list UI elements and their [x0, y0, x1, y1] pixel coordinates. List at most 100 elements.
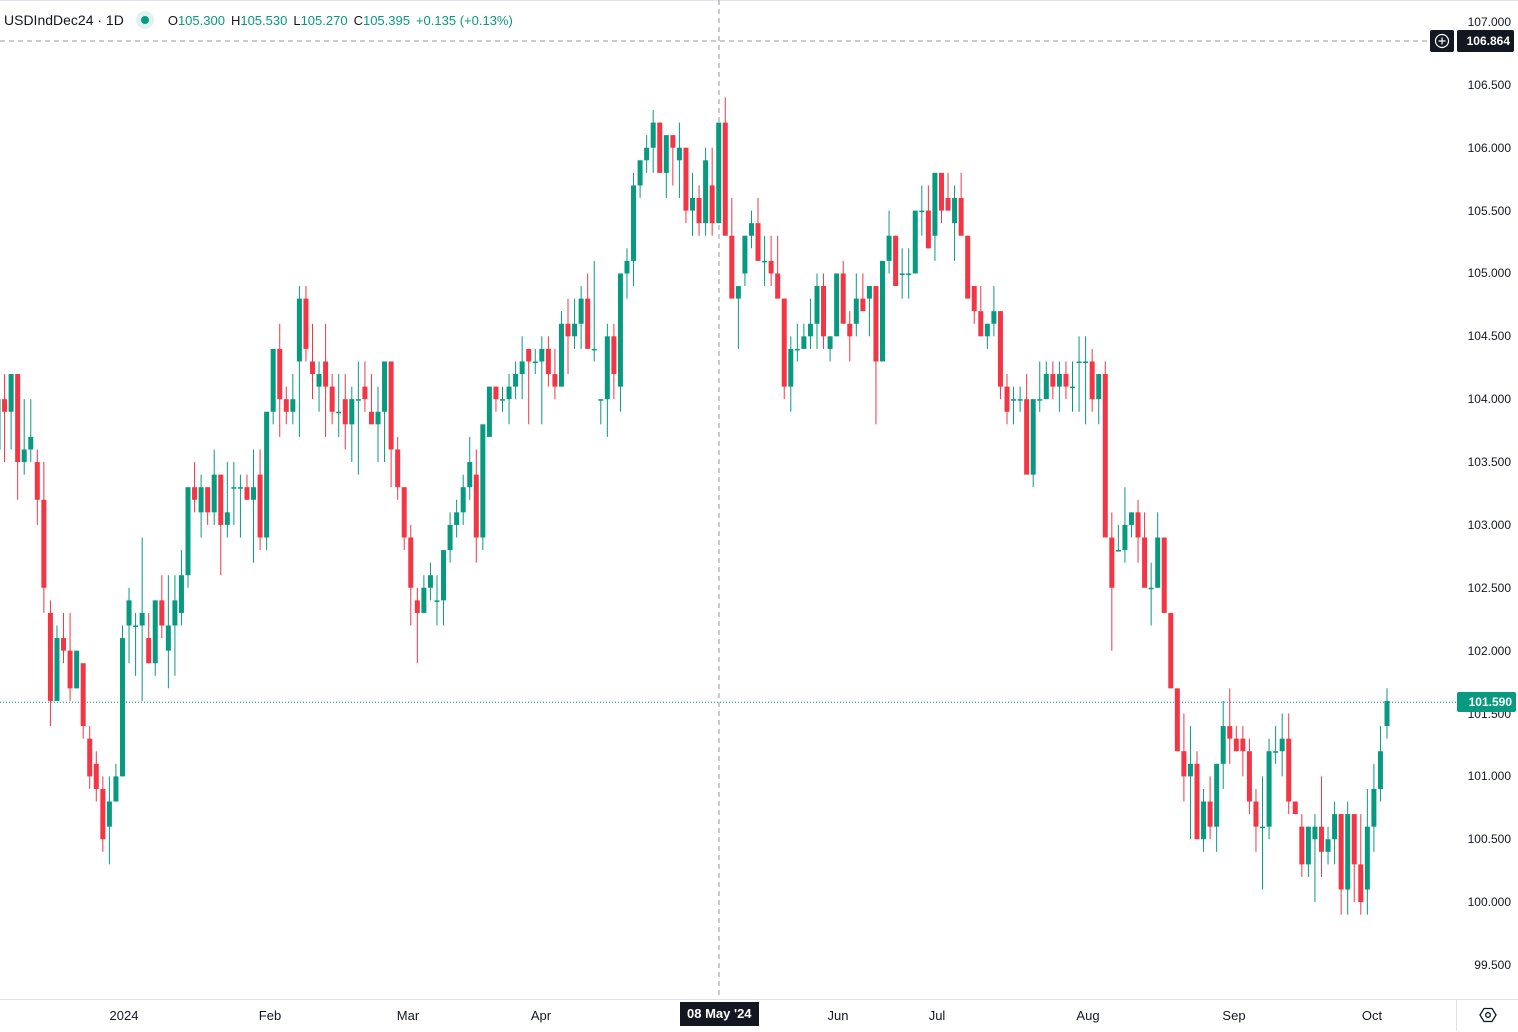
candle: [1011, 386, 1017, 425]
candle: [251, 449, 257, 563]
price-tick: 103.000: [1467, 517, 1511, 532]
symbol-title[interactable]: USDIndDec24 · 1D: [4, 12, 124, 28]
candle: [375, 386, 381, 463]
candle: [1233, 726, 1239, 752]
time-axis[interactable]: 2024 Feb Mar Apr Jun Jul Aug Sep Oct: [0, 999, 1518, 1032]
candle: [1142, 512, 1148, 588]
price-tick: 103.500: [1467, 455, 1511, 470]
candle: [106, 776, 112, 865]
high-label: H: [230, 12, 241, 28]
candle: [742, 235, 748, 287]
candle: [1292, 801, 1298, 815]
low-label: L: [293, 12, 301, 28]
price-tick: 101.000: [1467, 769, 1511, 784]
candle: [427, 562, 433, 601]
candle: [539, 336, 545, 425]
candle: [486, 386, 492, 437]
candle: [1351, 814, 1357, 903]
close-label: C: [353, 12, 363, 28]
candle: [270, 348, 276, 425]
candle: [283, 386, 289, 425]
candle: [552, 348, 558, 400]
crosshair-price-label: 106.864: [1457, 30, 1514, 52]
candle: [703, 147, 709, 236]
candle: [473, 449, 479, 563]
candle: [355, 361, 361, 475]
candle: [696, 185, 702, 236]
candle: [591, 260, 597, 362]
candle: [296, 286, 302, 437]
price-tick: 107.000: [1467, 15, 1511, 29]
candle: [1358, 814, 1364, 915]
add-alert-button[interactable]: [1430, 30, 1454, 52]
candle: [912, 210, 918, 274]
candle: [886, 210, 892, 274]
close-value: 105.395: [362, 12, 410, 28]
candle: [1214, 763, 1220, 852]
price-tick: 106.000: [1467, 140, 1511, 155]
candle: [336, 374, 342, 437]
candle: [755, 198, 761, 261]
candle: [1279, 713, 1285, 777]
candle: [388, 361, 394, 488]
candle: [1030, 399, 1036, 488]
candle: [1364, 788, 1370, 915]
candle: [368, 374, 374, 425]
candle: [683, 147, 689, 224]
candle: [847, 311, 853, 362]
candle: [218, 474, 224, 576]
candle: [1024, 374, 1030, 475]
candle: [860, 273, 866, 312]
price-tick: 105.500: [1467, 203, 1511, 218]
candle: [1096, 374, 1102, 425]
candle: [1161, 537, 1167, 613]
candle: [421, 575, 427, 613]
candle: [1253, 788, 1259, 852]
candle: [1043, 361, 1049, 400]
time-tick: Mar: [396, 1008, 420, 1023]
candle: [1318, 776, 1324, 877]
candle: [205, 487, 211, 525]
candle: [264, 411, 270, 551]
candle: [716, 122, 722, 224]
candle: [133, 612, 139, 676]
market-status-icon: [135, 11, 154, 29]
candle: [781, 298, 787, 400]
candle: [893, 235, 899, 287]
candle: [0, 399, 1, 450]
price-tick: 100.500: [1467, 832, 1511, 847]
candle: [932, 172, 938, 261]
candle: [441, 550, 447, 626]
candle: [1227, 688, 1233, 764]
candle: [958, 172, 964, 236]
candle: [1286, 713, 1292, 815]
candle: [460, 474, 466, 525]
candle: [28, 399, 34, 463]
candle: [1371, 763, 1377, 852]
candle: [1135, 499, 1141, 563]
price-tick: 99.500: [1474, 957, 1511, 972]
candle: [93, 751, 99, 802]
candle: [323, 323, 329, 437]
candle: [729, 198, 735, 299]
candle: [735, 286, 741, 349]
candle: [1148, 562, 1154, 626]
time-tick: Aug: [1076, 1008, 1100, 1023]
candle: [113, 763, 119, 802]
candle: [8, 374, 14, 450]
candle: [1115, 524, 1121, 552]
candle: [493, 386, 499, 412]
candle: [558, 311, 564, 387]
candle: [506, 374, 512, 425]
candle: [1332, 801, 1338, 865]
price-axis[interactable]: 107.000 106.500 106.000 105.500 105.000 104.5…: [1457, 0, 1518, 1000]
crosshair-date-label: 08 May '24: [680, 1002, 759, 1026]
candle: [775, 235, 781, 299]
chart-settings-button[interactable]: [1478, 1005, 1498, 1025]
candle: [467, 436, 473, 500]
candle: [984, 323, 990, 349]
candle: [873, 286, 879, 425]
candle: [454, 499, 460, 538]
candle: [1207, 776, 1213, 840]
candlestick-chart[interactable]: [0, 0, 1457, 999]
